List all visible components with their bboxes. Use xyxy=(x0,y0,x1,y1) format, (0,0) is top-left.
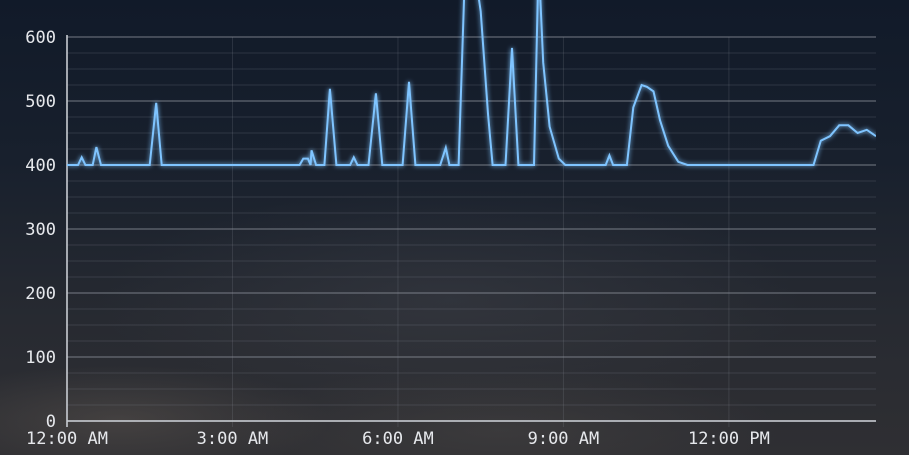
axes xyxy=(66,35,876,427)
y-tick-label: 100 xyxy=(25,348,56,368)
x-tick-label: 12:00 PM xyxy=(688,429,770,449)
x-tick-label: 12:00 AM xyxy=(26,429,108,449)
y-axis-ticks: 0 100 200 300 400 500 600 xyxy=(25,28,56,432)
y-tick-label: 500 xyxy=(25,92,56,112)
grid xyxy=(67,36,876,427)
y-tick-label: 400 xyxy=(25,156,56,176)
y-tick-label: 0 xyxy=(46,412,56,432)
x-tick-label: 9:00 AM xyxy=(528,429,600,449)
x-axis-ticks: 12:00 AM 3:00 AM 6:00 AM 9:00 AM 12:00 PM xyxy=(26,429,770,449)
y-tick-label: 300 xyxy=(25,220,56,240)
y-tick-label: 200 xyxy=(25,284,56,304)
x-tick-label: 6:00 AM xyxy=(362,429,434,449)
y-tick-label: 600 xyxy=(25,28,56,48)
x-tick-label: 3:00 AM xyxy=(197,429,269,449)
series-line xyxy=(67,0,876,166)
